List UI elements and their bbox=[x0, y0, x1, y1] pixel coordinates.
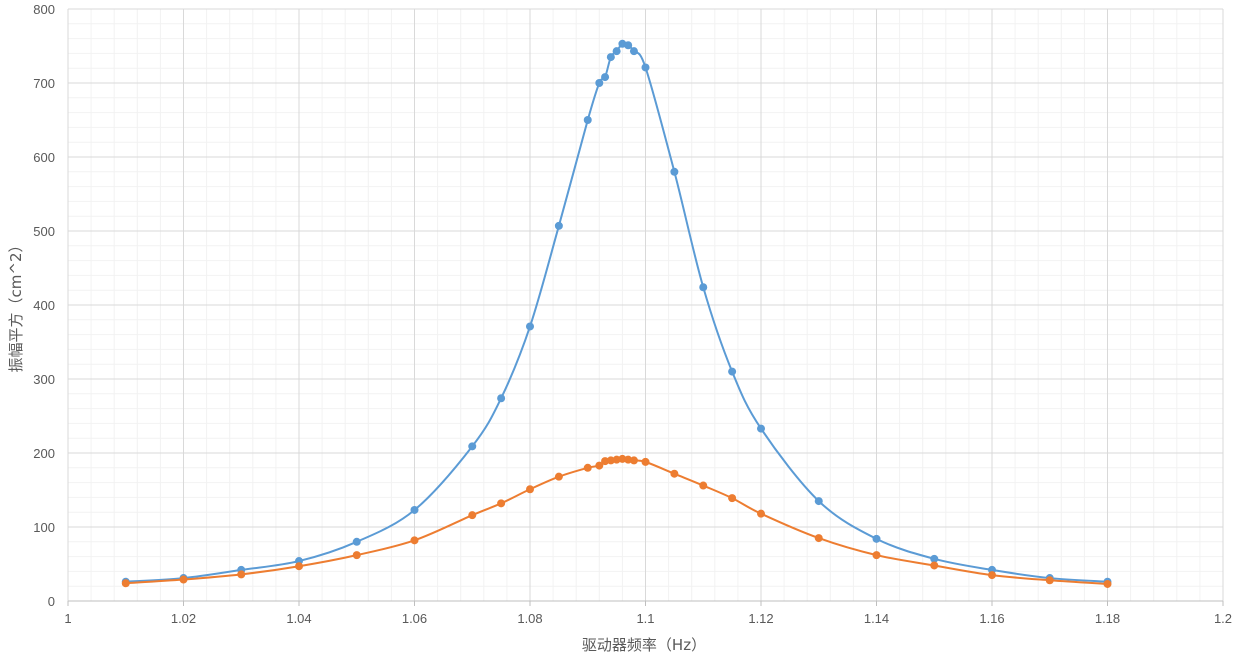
series-1-point bbox=[601, 73, 610, 82]
series-2-point bbox=[670, 469, 679, 478]
series-2-point bbox=[930, 561, 939, 570]
series-2-point bbox=[554, 472, 563, 481]
y-tick-label: 800 bbox=[33, 2, 55, 17]
series-1-point bbox=[624, 41, 633, 50]
x-axis-title: 驱动器频率（Hz） bbox=[582, 636, 706, 654]
series-2-point bbox=[121, 579, 130, 588]
series-2-point bbox=[595, 461, 604, 470]
series-2-point bbox=[728, 494, 737, 503]
x-tick-label: 1.2 bbox=[1214, 611, 1232, 626]
y-tick-label: 500 bbox=[33, 224, 55, 239]
x-tick-label: 1.02 bbox=[171, 611, 196, 626]
series-1-point bbox=[728, 367, 737, 376]
y-tick-label: 700 bbox=[33, 76, 55, 91]
series-1-point bbox=[629, 47, 638, 56]
series-2-point bbox=[583, 463, 592, 472]
series-1-point bbox=[468, 442, 477, 451]
y-axis-ticks: 0 100 200 300 400 500 600 700 800 bbox=[33, 2, 55, 609]
series-1-point bbox=[930, 554, 939, 563]
y-tick-label: 0 bbox=[48, 594, 55, 609]
series-1-point bbox=[410, 505, 419, 514]
series-1-point bbox=[814, 497, 823, 506]
series-1-point bbox=[670, 167, 679, 176]
series-2-point bbox=[757, 509, 765, 518]
series-1-point bbox=[872, 534, 881, 543]
series-layer bbox=[121, 39, 1112, 588]
series-1-point bbox=[583, 116, 592, 124]
series-2-point bbox=[410, 536, 419, 545]
series-1-point bbox=[595, 79, 604, 87]
series-2 bbox=[121, 454, 1112, 588]
series-1-point bbox=[757, 424, 765, 433]
series-1-point bbox=[699, 283, 708, 292]
y-axis-title: 振幅平方（cm^2） bbox=[7, 238, 25, 373]
series-1-point bbox=[606, 53, 615, 62]
series-2-point bbox=[237, 570, 246, 579]
series-1-point bbox=[612, 47, 621, 56]
series-1-point bbox=[497, 394, 506, 403]
series-1-point bbox=[554, 221, 563, 230]
series-2-point bbox=[988, 571, 996, 580]
series-2-point bbox=[352, 551, 361, 560]
x-tick-label: 1.16 bbox=[979, 611, 1004, 626]
series-1-line bbox=[124, 42, 1109, 583]
series-1 bbox=[121, 39, 1112, 586]
y-tick-label: 400 bbox=[33, 298, 55, 313]
major-gridlines bbox=[67, 8, 1224, 601]
series-2-point bbox=[1103, 579, 1112, 588]
y-tick-label: 100 bbox=[33, 520, 55, 535]
x-tick-label: 1.08 bbox=[517, 611, 542, 626]
series-1-point bbox=[352, 537, 361, 546]
y-tick-label: 200 bbox=[33, 446, 55, 461]
x-axis-ticks: 1 1.02 1.04 1.06 1.08 1.1 1.12 1.14 1.16 1.18 1.2 bbox=[64, 601, 1232, 626]
series-2-point bbox=[179, 575, 188, 584]
x-tick-label: 1.1 bbox=[636, 611, 654, 626]
series-2-point bbox=[629, 456, 638, 465]
series-2-point bbox=[468, 511, 477, 520]
series-2-point bbox=[1045, 576, 1054, 585]
y-tick-label: 600 bbox=[33, 150, 55, 165]
series-2-point bbox=[699, 481, 708, 490]
series-1-point bbox=[641, 63, 650, 72]
series-2-point bbox=[872, 551, 881, 560]
x-tick-label: 1.14 bbox=[864, 611, 889, 626]
x-tick-label: 1.06 bbox=[402, 611, 427, 626]
series-2-point bbox=[814, 534, 823, 543]
series-2-point bbox=[641, 457, 650, 466]
x-tick-label: 1.12 bbox=[748, 611, 773, 626]
x-tick-label: 1 bbox=[64, 611, 71, 626]
series-2-point bbox=[497, 499, 506, 508]
x-tick-label: 1.18 bbox=[1095, 611, 1120, 626]
y-tick-label: 300 bbox=[33, 372, 55, 387]
series-2-point bbox=[526, 485, 534, 494]
series-2-point bbox=[295, 562, 303, 571]
x-tick-label: 1.04 bbox=[286, 611, 311, 626]
series-1-point bbox=[526, 322, 534, 331]
